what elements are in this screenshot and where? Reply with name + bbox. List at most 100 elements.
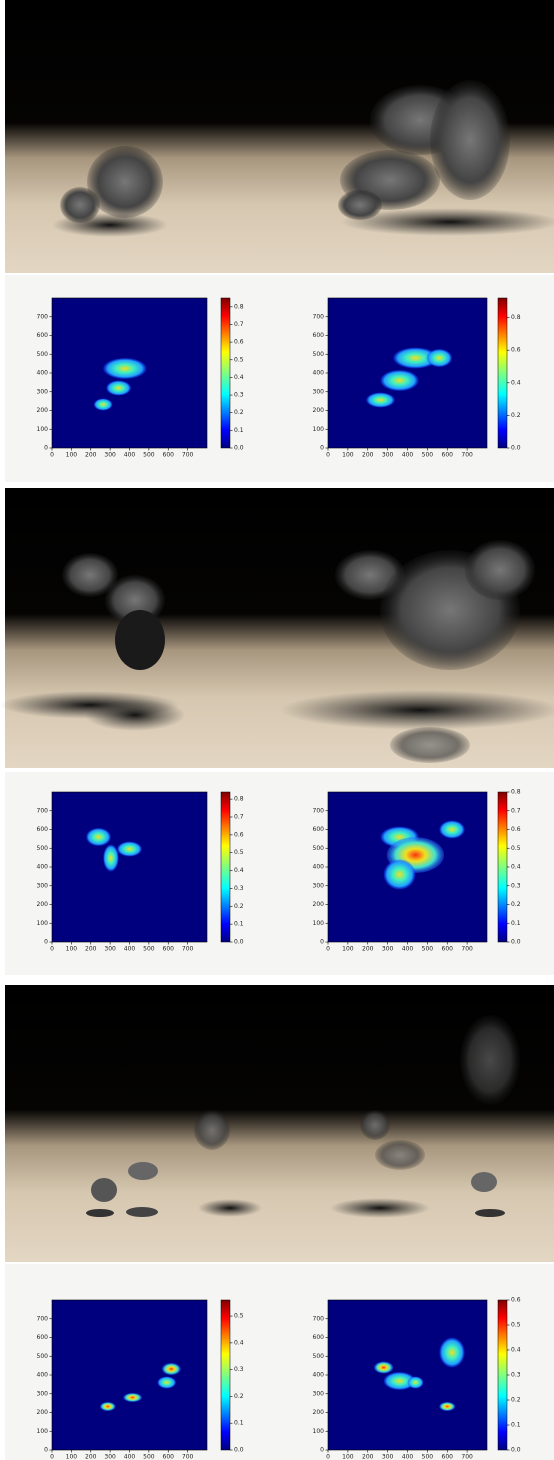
colorbar	[498, 792, 507, 942]
colorbar-tick-label: 0.4	[234, 867, 244, 874]
x-tick-label: 400	[402, 1454, 414, 1460]
colorbar-tick-label: 0.4	[234, 374, 244, 381]
heat-region	[103, 845, 119, 872]
render-3	[5, 985, 554, 1262]
heatmap	[52, 792, 207, 942]
y-tick-label: 100	[37, 1428, 49, 1435]
colorbar-tick-label: 0.3	[234, 1366, 244, 1373]
y-tick-label: 300	[313, 388, 325, 395]
x-tick-label: 700	[461, 1454, 473, 1460]
x-tick-label: 100	[66, 946, 78, 953]
x-tick-label: 400	[124, 1454, 136, 1460]
x-tick-label: 300	[382, 1454, 394, 1460]
colorbar-tick-label: 0.5	[511, 1322, 521, 1329]
heat-region	[380, 370, 418, 391]
y-tick-label: 700	[313, 1315, 325, 1322]
x-tick-label: 0	[326, 1454, 330, 1460]
colorbar	[498, 1300, 507, 1450]
heat-region	[439, 821, 464, 839]
x-tick-label: 600	[163, 1454, 175, 1460]
x-tick-label: 500	[422, 946, 434, 953]
heat-region	[94, 399, 113, 411]
colorbar-tick-label: 0.6	[234, 339, 244, 346]
colorbar-tick-label: 0.8	[234, 303, 244, 310]
y-tick-label: 500	[37, 845, 49, 852]
colorbar-tick-label: 0.7	[234, 814, 244, 821]
heat-region	[427, 349, 452, 367]
heat-region	[123, 1393, 142, 1402]
heat-region	[439, 1338, 464, 1368]
y-tick-label: 500	[313, 845, 325, 852]
y-tick-label: 200	[37, 407, 49, 414]
colorbar-tick-label: 0.6	[511, 1297, 521, 1304]
x-tick-label: 500	[143, 1454, 155, 1460]
x-tick-label: 500	[422, 1454, 434, 1460]
x-tick-label: 200	[362, 452, 374, 459]
y-tick-label: 200	[313, 407, 325, 414]
x-tick-label: 0	[50, 946, 54, 953]
x-tick-label: 700	[182, 1454, 194, 1460]
x-tick-label: 600	[163, 946, 175, 953]
x-tick-label: 400	[402, 946, 414, 953]
colorbar-tick-label: 0.7	[234, 321, 244, 328]
colorbar-tick-label: 0.4	[511, 864, 521, 871]
x-tick-label: 100	[342, 946, 354, 953]
x-tick-label: 700	[461, 946, 473, 953]
render-2	[0, 488, 554, 768]
y-tick-label: 300	[37, 388, 49, 395]
y-tick-label: 200	[37, 901, 49, 908]
colorbar-tick-label: 0.2	[511, 901, 521, 908]
x-tick-label: 100	[66, 1454, 78, 1460]
colorbar-tick-label: 0.2	[511, 1397, 521, 1404]
y-tick-label: 0	[320, 939, 324, 946]
y-tick-label: 700	[37, 807, 49, 814]
heat-region	[366, 393, 395, 408]
x-tick-label: 100	[342, 1454, 354, 1460]
x-tick-label: 0	[50, 1454, 54, 1460]
y-tick-label: 300	[313, 1390, 325, 1397]
x-tick-label: 400	[124, 946, 136, 953]
y-tick-label: 100	[313, 1428, 325, 1435]
x-tick-label: 100	[342, 452, 354, 459]
x-tick-label: 200	[85, 946, 97, 953]
y-tick-label: 200	[313, 901, 325, 908]
colorbar-tick-label: 0.3	[511, 1372, 521, 1379]
x-tick-label: 600	[442, 1454, 454, 1460]
y-tick-label: 400	[37, 370, 49, 377]
x-tick-label: 300	[104, 946, 116, 953]
colorbar-tick-label: 0.2	[234, 409, 244, 416]
heat-region	[384, 860, 416, 890]
colorbar-tick-label: 0.0	[234, 1447, 244, 1454]
x-tick-label: 200	[362, 946, 374, 953]
heat-region	[106, 381, 131, 396]
colorbar-tick-label: 0.1	[234, 921, 244, 928]
colorbar-tick-label: 0.0	[234, 939, 244, 946]
y-tick-label: 0	[320, 445, 324, 452]
x-tick-label: 300	[382, 946, 394, 953]
x-tick-label: 600	[163, 452, 175, 459]
render-1	[5, 0, 554, 273]
y-tick-label: 600	[37, 826, 49, 833]
colorbar-tick-label: 0.0	[511, 1447, 521, 1454]
y-tick-label: 100	[313, 426, 325, 433]
y-tick-label: 600	[313, 332, 325, 339]
heat-region	[408, 1377, 424, 1389]
y-tick-label: 0	[44, 1447, 48, 1454]
x-tick-label: 300	[104, 1454, 116, 1460]
heat-region	[103, 358, 146, 379]
colorbar-tick-label: 0.5	[234, 849, 244, 856]
y-tick-label: 500	[313, 351, 325, 358]
colorbar-tick-label: 0.6	[511, 826, 521, 833]
y-tick-label: 100	[313, 920, 325, 927]
y-tick-label: 600	[37, 332, 49, 339]
y-tick-label: 400	[313, 864, 325, 871]
colorbar-tick-label: 0.6	[511, 347, 521, 354]
x-tick-label: 600	[442, 452, 454, 459]
y-tick-label: 500	[37, 351, 49, 358]
heat-region	[162, 1363, 181, 1375]
colorbar	[221, 1300, 230, 1450]
y-tick-label: 100	[37, 920, 49, 927]
colorbar-tick-label: 0.8	[511, 789, 521, 796]
colorbar	[221, 792, 230, 942]
heat-region	[86, 828, 111, 846]
